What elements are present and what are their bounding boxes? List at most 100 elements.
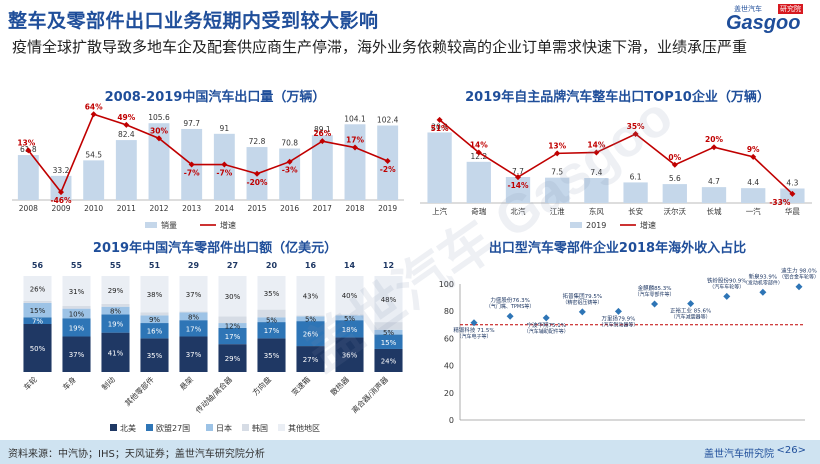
legend-swatch — [242, 424, 249, 431]
bar — [505, 177, 531, 203]
stack-segment — [335, 320, 364, 338]
stack-segment — [23, 324, 52, 372]
growth-label: -3% — [282, 166, 298, 175]
x-tick-label: 长城 — [707, 206, 722, 216]
x-tick-label: 2011 — [117, 204, 136, 213]
segment-label: 15% — [381, 339, 397, 347]
bar-label: 6.1 — [630, 172, 642, 181]
total-label: 55 — [110, 261, 122, 270]
growth-point — [90, 111, 97, 118]
growth-label: 14% — [470, 140, 488, 149]
segment-label: 5% — [344, 315, 355, 323]
bar — [83, 160, 105, 200]
segment-label: 35% — [264, 290, 280, 298]
segment-label: 18% — [342, 326, 358, 334]
segment-label: 17% — [225, 333, 241, 341]
x-tick-label: 2015 — [247, 204, 266, 213]
growth-point — [254, 170, 260, 177]
bar-label: 4.3 — [786, 178, 798, 187]
x-tick-label: 2016 — [280, 204, 299, 213]
stack-segment — [218, 316, 247, 324]
x-tick-label: 2009 — [51, 204, 70, 213]
total-label: 16 — [305, 261, 317, 270]
stack-segment — [374, 329, 403, 335]
stack-segment — [140, 312, 169, 316]
stack-segment — [218, 323, 247, 328]
segment-label: 37% — [186, 291, 202, 299]
x-tick-label: 变速箱 — [289, 374, 312, 397]
bar-label: 7.5 — [551, 168, 563, 177]
segment-label: 26% — [303, 331, 319, 339]
growth-label: 49% — [117, 113, 135, 122]
footer-brand: 盖世汽车研究院 — [704, 449, 774, 460]
logo-text: Gasgoo — [726, 12, 801, 34]
stack-segment — [179, 336, 208, 372]
segment-label: 31% — [69, 288, 85, 296]
x-tick-label: 2019 — [378, 204, 397, 213]
growth-point — [221, 161, 228, 168]
stack-segment — [101, 303, 130, 307]
stack-segment — [257, 317, 286, 323]
growth-point — [123, 121, 130, 128]
legend-label: 北美 — [120, 423, 136, 433]
stack-segment — [101, 276, 130, 304]
point-sublabel: （汽车辅助配件等） — [524, 328, 569, 335]
footer: 资料来源：中汽协；IHS；天风证券；盖世汽车研究院分析 盖世汽车研究院 <26> — [0, 440, 820, 464]
bar-label: 33.2 — [53, 166, 70, 175]
scatter-point — [506, 312, 514, 320]
bar — [466, 161, 491, 203]
segment-label: 35% — [264, 352, 280, 360]
growth-line — [439, 119, 793, 195]
growth-point — [436, 116, 443, 123]
stack-segment — [23, 276, 52, 301]
point-sublabel: （汽车减震器等） — [671, 314, 711, 321]
x-tick-label: 长安 — [628, 206, 644, 216]
segment-label: 29% — [225, 355, 241, 363]
x-tick-label: 方向盘 — [250, 374, 273, 397]
segment-label: 7% — [32, 318, 43, 326]
bar-label: 5.6 — [669, 174, 681, 183]
bar — [623, 182, 648, 203]
chart3-title: 2019年中国汽车零部件出口额（亿美元） — [92, 241, 338, 256]
scatter-point — [795, 283, 803, 291]
stack-segment — [335, 276, 364, 315]
stack-segment — [257, 276, 286, 310]
growth-point — [750, 153, 757, 160]
logo-small-text: 盖世汽车 — [734, 5, 762, 13]
page-title: 整车及零部件出口业务短期内受到较大影响 — [8, 10, 379, 32]
total-label: 12 — [383, 261, 394, 270]
y-tick-label: 100 — [439, 280, 454, 289]
segment-label: 9% — [149, 316, 160, 324]
x-tick-label: 沃尔沃 — [664, 206, 687, 216]
segment-label: 5% — [305, 316, 316, 324]
growth-label: 51% — [431, 124, 449, 133]
x-tick-label: 上汽 — [432, 206, 447, 216]
scatter-point — [578, 308, 586, 316]
point-sublabel: （发动机零部件） — [743, 279, 783, 286]
growth-label: 30% — [150, 126, 168, 135]
stack-segment — [374, 322, 403, 330]
stack-segment — [257, 309, 286, 318]
growth-point — [188, 161, 195, 168]
stack-segment — [62, 318, 91, 337]
bar-label: 7.7 — [512, 167, 524, 176]
segment-label: 12% — [225, 322, 241, 330]
bar — [584, 178, 609, 203]
segment-label: 29% — [108, 287, 124, 295]
bar-label: 82.4 — [118, 130, 135, 139]
stack-segment — [296, 315, 325, 317]
bar — [545, 177, 570, 203]
bar — [17, 155, 39, 200]
stack-segment — [335, 337, 364, 372]
chart-top10-brands: 20.9 上汽 12.2 奇瑞 7.7 北汽 7.5 江淮 7.4 东风 6.1 长安 5.6 沃尔沃 4.… — [420, 116, 812, 230]
x-tick-label: 悬架 — [178, 375, 195, 392]
stack-segment — [179, 312, 208, 321]
page-subtitle: 疫情全球扩散导致多地车企及配套供应商生产停滞，海外业务依赖较高的企业订单需求快速… — [12, 38, 748, 56]
total-label: 20 — [266, 261, 278, 270]
point-label: 万里扬79.9% — [601, 314, 635, 322]
bar-label: 72.8 — [249, 137, 266, 146]
x-tick-label: 江淮 — [550, 206, 565, 216]
growth-point — [515, 174, 521, 181]
chart1-title: 2008-2019中国汽车出口量（万辆） — [104, 90, 326, 105]
point-label: 力盛股份76.3% — [490, 296, 529, 304]
